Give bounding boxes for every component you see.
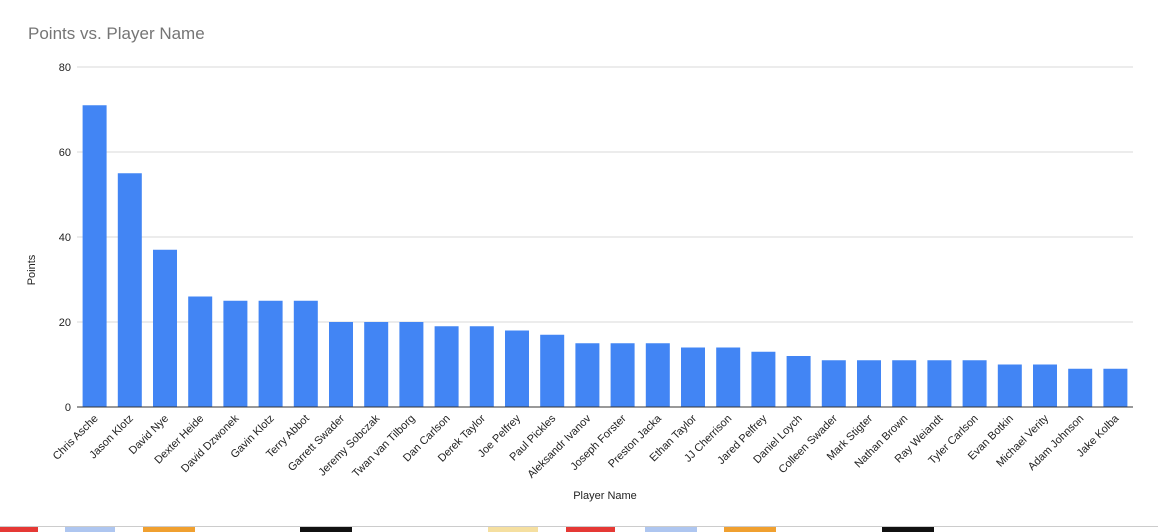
y-tick-label: 0 — [65, 402, 71, 414]
y-tick-label: 60 — [59, 147, 71, 159]
bar — [821, 360, 846, 407]
bar — [645, 343, 670, 407]
x-tick-label: Twan van Tilborg — [350, 413, 417, 480]
x-tick-label: Aleksandr Ivanov — [525, 412, 594, 481]
bar — [751, 351, 776, 407]
bar — [82, 105, 107, 407]
bar — [997, 364, 1022, 407]
y-tick-label: 80 — [59, 62, 71, 74]
bar — [117, 173, 142, 407]
bar — [364, 322, 389, 407]
bar — [1068, 368, 1093, 407]
bar — [434, 326, 459, 407]
bar — [575, 343, 600, 407]
bar — [399, 322, 424, 407]
y-axis-title: Points — [26, 254, 38, 285]
bottom-strip — [0, 526, 1158, 532]
bar — [857, 360, 881, 407]
bar — [293, 300, 318, 407]
bar — [927, 360, 952, 407]
bar — [962, 360, 987, 407]
bar — [786, 356, 811, 407]
bar — [610, 343, 635, 407]
x-axis-title: Player Name — [573, 490, 637, 502]
bar — [681, 347, 705, 407]
bar — [469, 326, 494, 407]
bar — [1103, 368, 1128, 407]
y-tick-label: 20 — [59, 317, 71, 329]
bar — [1033, 364, 1057, 407]
bar — [223, 300, 248, 407]
bar — [258, 300, 283, 407]
bar — [188, 296, 213, 407]
bar — [540, 334, 565, 407]
bar — [892, 360, 917, 407]
x-tick-label: Jeremy Sobczak — [316, 412, 382, 478]
bar — [505, 330, 529, 407]
chart-title: Points vs. Player Name — [28, 24, 205, 43]
bar — [153, 249, 177, 407]
bar — [716, 347, 741, 407]
y-tick-label: 40 — [59, 232, 71, 244]
bar — [329, 322, 353, 407]
